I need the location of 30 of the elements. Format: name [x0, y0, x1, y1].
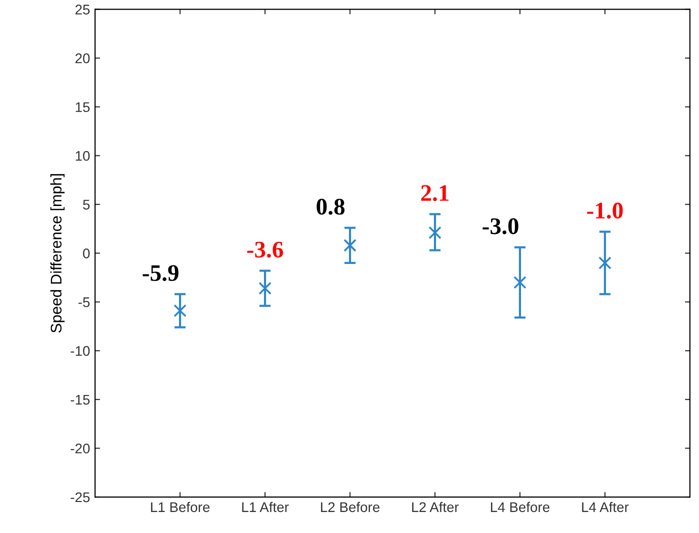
data-label: -1.0	[587, 202, 623, 219]
point	[598, 256, 612, 270]
point	[344, 238, 356, 252]
y-tick-label: -10	[70, 346, 90, 356]
y-tick-label: 25	[75, 4, 90, 14]
y-tick-label: -5	[78, 297, 90, 308]
x-tick-label: L2 After	[412, 502, 459, 512]
data-label: -3.0	[482, 218, 518, 234]
data-label: -3.6	[247, 242, 284, 258]
y-tick-label: -20	[70, 444, 90, 454]
y-tick-label: 15	[76, 102, 90, 112]
x-tick-label: L1 After	[242, 502, 289, 512]
y-tick-label: -15	[70, 394, 90, 405]
point	[258, 282, 272, 295]
x-tick-label: L1 Before	[151, 502, 210, 512]
point	[513, 276, 526, 289]
y-tick-label: 5	[83, 200, 90, 210]
data-label: -5.9	[142, 265, 178, 282]
y-axis-title: Speed Difference [mph]	[50, 174, 65, 333]
data-label: 2.1	[421, 185, 449, 202]
y-tick-label: -25	[70, 492, 90, 502]
point	[174, 304, 187, 318]
y-tick-label: 10	[76, 150, 90, 161]
data-label: 0.8	[316, 198, 345, 215]
x-tick-label: L4 Before	[490, 502, 550, 512]
x-tick-label: L4 After	[582, 502, 629, 512]
y-tick-label: 0	[83, 248, 90, 258]
y-tick-label: 20	[75, 53, 90, 64]
x-tick-label: L2 Before	[321, 502, 380, 512]
point	[428, 226, 442, 240]
